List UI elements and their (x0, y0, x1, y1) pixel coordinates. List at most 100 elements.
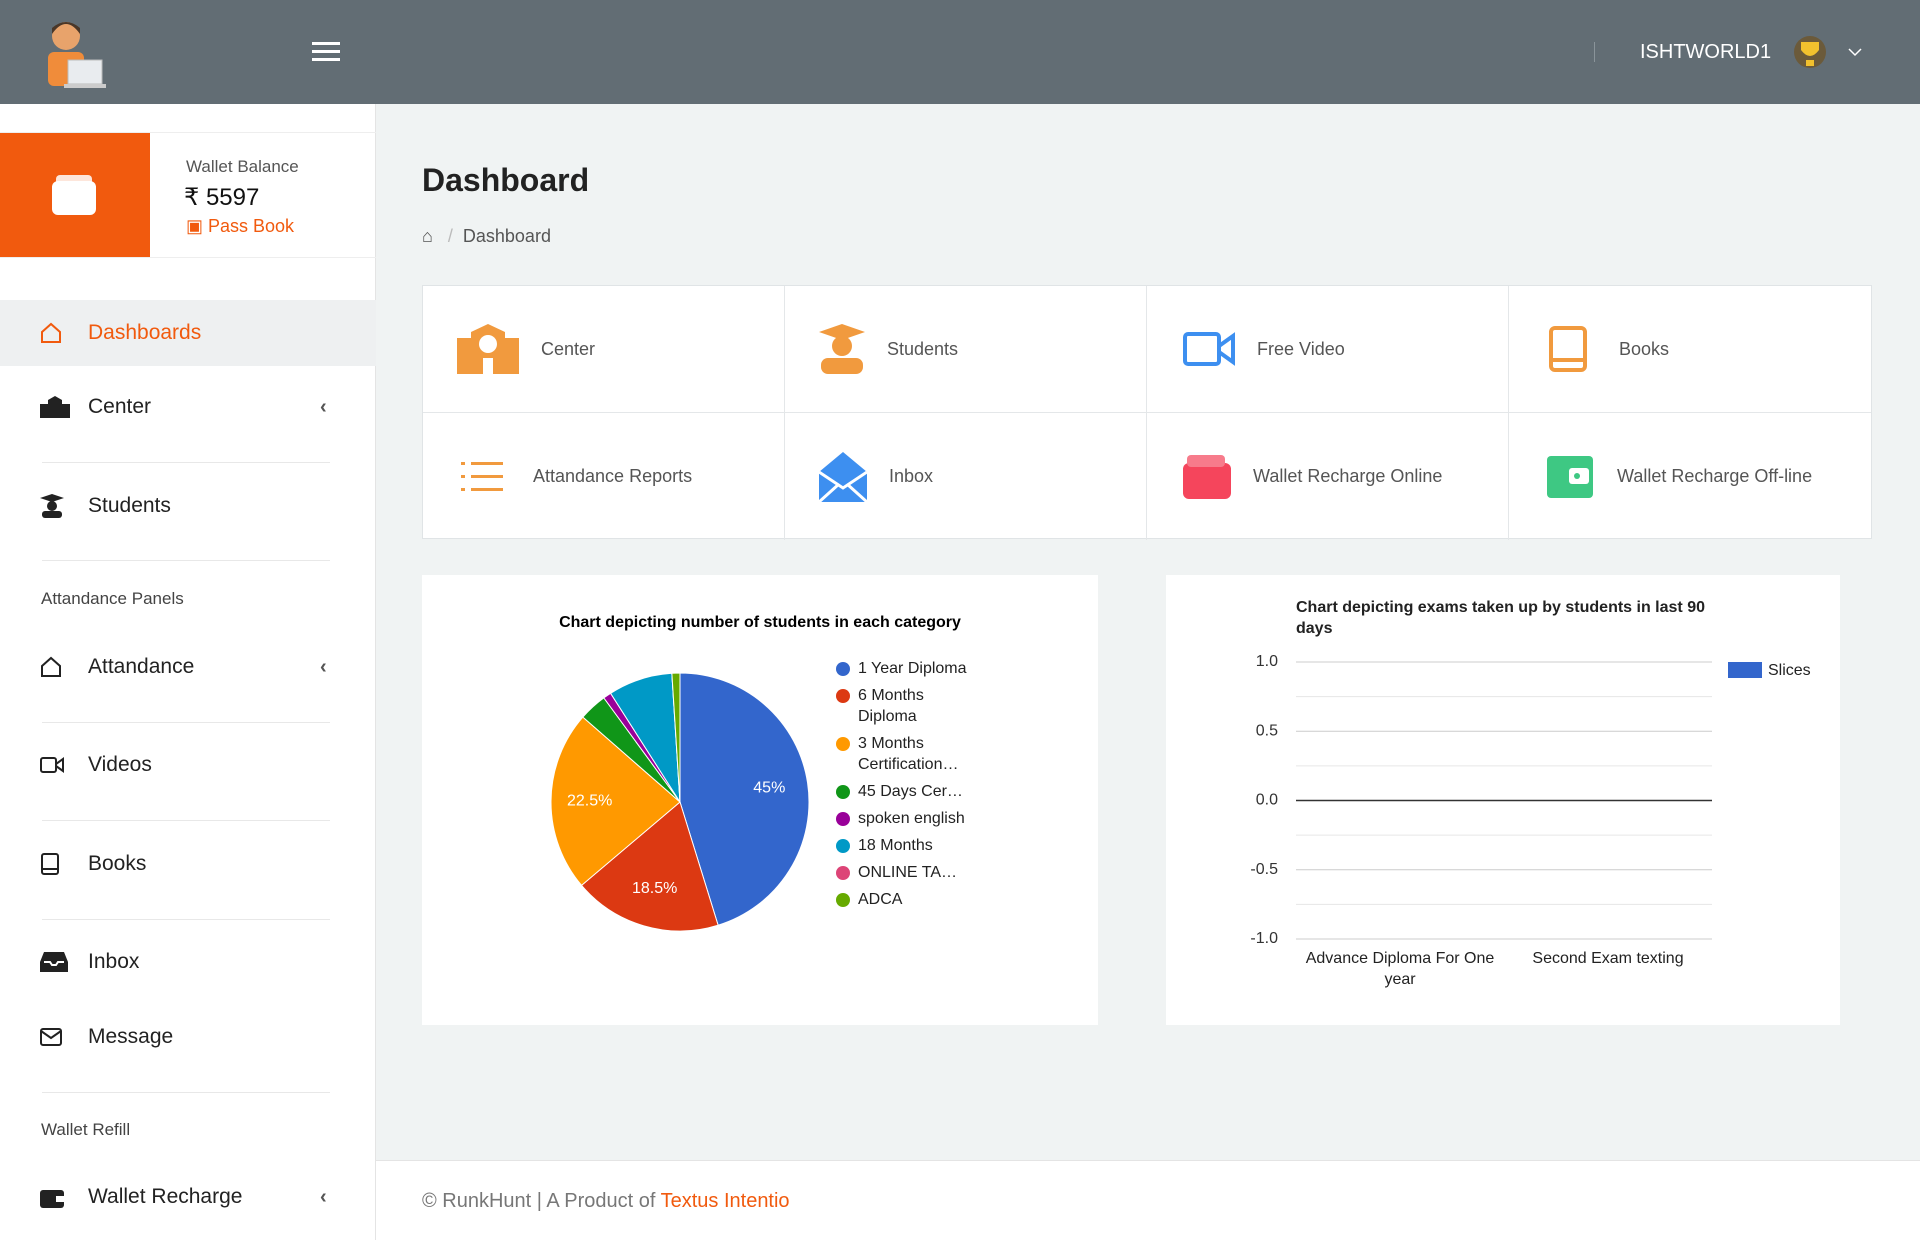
chart-title: Chart depicting number of students in ea… (559, 614, 961, 631)
nav-item[interactable]: Center ‹ (0, 374, 376, 440)
nav-item[interactable]: Message (0, 1004, 376, 1070)
legend-label: Slices (1768, 662, 1811, 679)
section-title: Wallet Refill (41, 1120, 131, 1139)
nav-item[interactable]: Inbox (0, 929, 376, 995)
chevron: ‹ (320, 655, 327, 678)
legend-swatch (836, 812, 850, 826)
tile-label[interactable]: Center (541, 338, 596, 359)
tile[interactable]: Free Video (1147, 286, 1509, 413)
top-bar: ISHTWORLD1 (0, 0, 1920, 104)
nav-label[interactable]: Wallet Recharge (88, 1185, 243, 1208)
legend-swatch (1728, 662, 1762, 678)
tile[interactable]: Students (785, 286, 1147, 413)
tile[interactable]: Attandance Reports (423, 413, 785, 540)
y-tick-label: 1.0 (1256, 653, 1278, 670)
separator (42, 1092, 330, 1093)
nav-label[interactable]: Message (88, 1025, 174, 1048)
nav-icon (40, 952, 68, 972)
nav-item[interactable]: Wallet Recharge ‹ (0, 1164, 376, 1230)
footer: © RunkHunt | A Product of Textus Intenti… (376, 1160, 1920, 1240)
tile-label[interactable]: Inbox (889, 466, 934, 486)
nav-item[interactable]: Dashboards (0, 300, 376, 366)
wallet-box: Wallet Balance ₹ 5597 ▣ Pass Book (0, 132, 376, 258)
currency: ₹ (184, 184, 200, 211)
page-title: Dashboard (422, 162, 590, 198)
legend-label: 1 Year Diploma (858, 660, 967, 677)
tile-label[interactable]: Students (887, 338, 959, 359)
tile-icon (819, 324, 865, 374)
nav-label[interactable]: Videos (88, 753, 152, 776)
chart: -1.0 -0.5 0.0 0.5 1.0 Advance Diploma For One… (1250, 653, 1811, 988)
nav-item[interactable]: Videos (0, 732, 376, 798)
passbook-link[interactable]: ▣ Pass Book (186, 216, 295, 236)
pie-slice (671, 672, 681, 803)
legend-entry: 18 Months (836, 835, 986, 856)
y-tick-label: 0.0 (1256, 792, 1278, 809)
separator (42, 722, 330, 723)
nav-icon (41, 853, 59, 875)
legend: 1 Year Diploma 6 Months Diploma 3 Months C… (836, 658, 986, 916)
passbook-text[interactable]: Pass Book (208, 216, 295, 236)
separator (42, 462, 330, 463)
nav-icon (40, 1028, 62, 1046)
tile-icon (819, 451, 867, 502)
tile-icon (461, 461, 503, 491)
legend-entry: ADCA (836, 889, 986, 910)
dropdown-caret[interactable] (1848, 47, 1862, 57)
avatar-trophy[interactable] (1792, 32, 1828, 72)
nav-label[interactable]: Attandance (88, 655, 195, 678)
chevron: ‹ (320, 395, 327, 418)
divider (1594, 42, 1595, 62)
tile-label[interactable]: Books (1619, 338, 1670, 359)
footer-link[interactable]: Textus Intentio (660, 1190, 790, 1212)
legend-entry: spoken english (836, 808, 986, 829)
tile-label[interactable]: Free Video (1257, 338, 1345, 359)
legend-label: 3 Months Certification… (858, 735, 959, 773)
tile[interactable]: Wallet Recharge Off-line (1509, 413, 1871, 540)
wallet-balance: ₹ 5597 (184, 183, 259, 212)
legend-label: 45 Days Cer… (858, 783, 963, 800)
copyright: © RunkHunt | A Product of (422, 1190, 656, 1212)
wallet-icon-box (0, 133, 150, 257)
nav-label[interactable]: Center (88, 395, 152, 418)
slice-label: 22.5% (567, 793, 612, 810)
chart: Chart depicting number of students in ea… (550, 614, 961, 932)
legend-label: 18 Months (858, 837, 933, 854)
tile-icon (1549, 326, 1587, 372)
username[interactable]: ISHTWORLD1 (1640, 41, 1772, 63)
y-tick-label: -0.5 (1250, 861, 1278, 878)
nav-label[interactable]: Dashboards (88, 321, 202, 344)
nav-icon (41, 322, 61, 343)
tile-icon (457, 324, 519, 374)
nav-item[interactable]: Attandance ‹ (0, 634, 376, 700)
tile-icon (1183, 454, 1231, 499)
legend-swatch (836, 737, 850, 751)
footer-text: © RunkHunt | A Product of Textus Intenti… (422, 1190, 790, 1213)
nav-icon (41, 656, 61, 677)
legend-swatch (836, 785, 850, 799)
tile-icon (1183, 332, 1235, 366)
breadcrumb: ⌂ / Dashboard (422, 226, 551, 246)
slice-label: 18.5% (632, 880, 677, 897)
nav-label[interactable]: Students (88, 494, 171, 517)
nav-item[interactable]: Students (0, 473, 376, 539)
tile[interactable]: Center (423, 286, 785, 413)
nav-label[interactable]: Books (88, 852, 147, 875)
legend-swatch (836, 866, 850, 880)
section-title: Attandance Panels (41, 589, 184, 608)
nav-label[interactable]: Inbox (88, 950, 140, 973)
tile[interactable]: Wallet Recharge Online (1147, 413, 1509, 540)
tile-label[interactable]: Attandance Reports (533, 466, 693, 486)
logo (48, 22, 106, 88)
sidebar: Wallet Balance ₹ 5597 ▣ Pass Book Dashbo… (0, 104, 376, 1240)
tile[interactable]: Inbox (785, 413, 1147, 540)
tile-label[interactable]: Wallet Recharge Online (1253, 466, 1443, 486)
tile-label[interactable]: Wallet Recharge Off-line (1617, 466, 1813, 486)
wallet-icon (52, 175, 96, 215)
legend-swatch (836, 893, 850, 907)
nav-item[interactable]: Books (0, 831, 376, 897)
tile[interactable]: Books (1509, 286, 1871, 413)
chart-card: Chart depicting exams taken up by studen… (1166, 575, 1840, 1025)
menu-toggle[interactable] (312, 42, 340, 62)
